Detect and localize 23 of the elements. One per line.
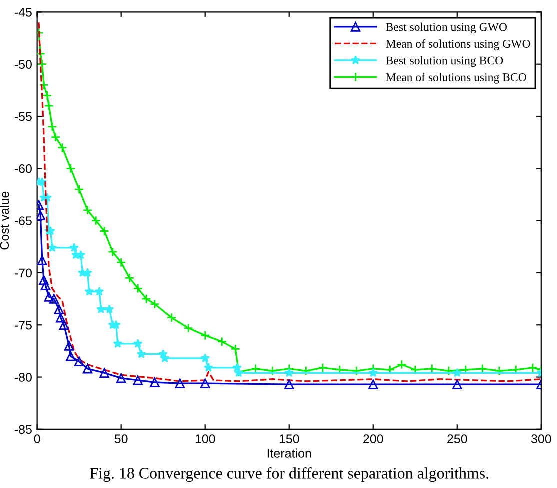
x-tick-label: 200 <box>364 434 384 444</box>
x-tick-label: 150 <box>280 434 300 444</box>
y-tick-label: -60 <box>14 164 32 174</box>
x-tick-label: 300 <box>531 434 552 444</box>
y-tick-label: -85 <box>14 425 32 434</box>
x-axis-title: Iteration <box>268 448 312 458</box>
legend-label: Best solution using GWO <box>386 22 508 34</box>
caption: Fig. 18 Convergence curve for different separation algorithms. <box>90 467 489 482</box>
y-tick-label: -70 <box>14 268 32 278</box>
legend-label: Mean of solutions using GWO <box>386 40 530 50</box>
y-tick-label: -55 <box>14 112 32 122</box>
x-tick-label: 50 <box>114 434 128 444</box>
y-tick-label: -50 <box>14 60 32 70</box>
legend-label: Mean of solutions using BCO <box>386 73 526 84</box>
x-tick-label: 250 <box>448 434 468 444</box>
y-tick-label: -75 <box>14 321 32 330</box>
x-tick-label: 100 <box>196 434 216 444</box>
legend-label: Best solution using BCO <box>386 56 504 68</box>
y-axis-title: Cost value <box>0 192 10 250</box>
y-tick-label: -65 <box>14 216 32 226</box>
y-tick-label: -45 <box>14 8 32 17</box>
y-tick-label: -80 <box>14 373 32 382</box>
x-tick-label: 0 <box>34 434 40 444</box>
